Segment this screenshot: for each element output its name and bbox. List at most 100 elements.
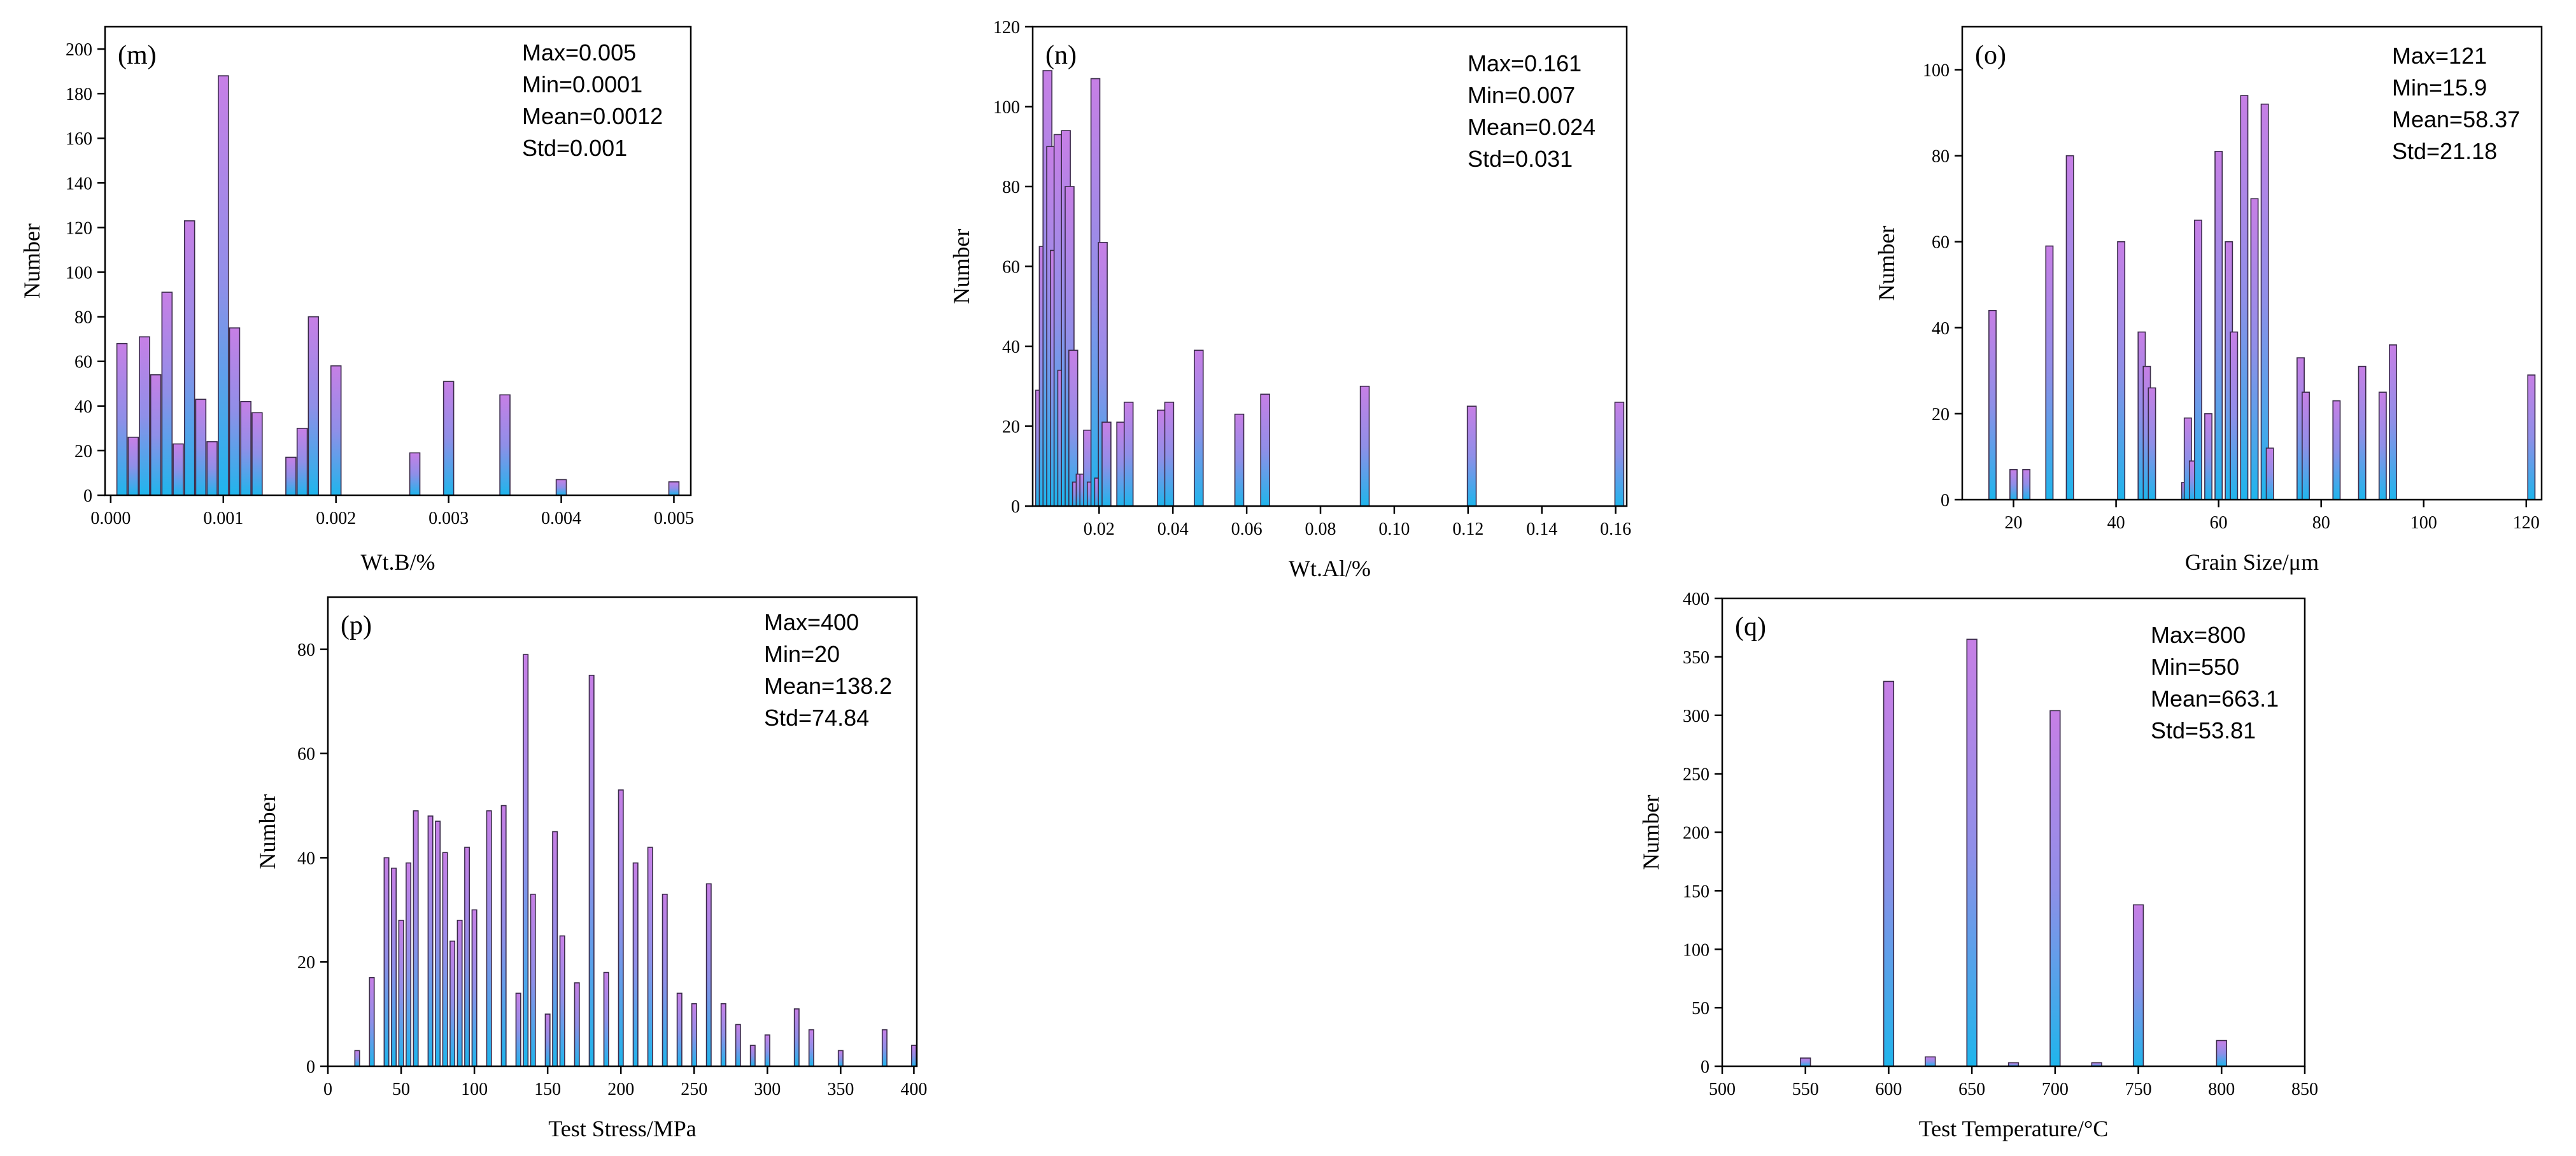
y-tick-label: 80	[1002, 178, 1020, 197]
stat-line: Mean=663.1	[2151, 686, 2279, 712]
bar	[413, 810, 419, 1067]
stat-line: Mean=0.0012	[522, 103, 663, 129]
x-tick-label: 0	[323, 1080, 332, 1099]
bar	[662, 893, 668, 1067]
x-tick-label: 750	[2125, 1080, 2152, 1099]
bar	[398, 919, 404, 1067]
bar	[603, 971, 609, 1067]
bar	[559, 935, 565, 1067]
x-tick-label: 400	[900, 1080, 927, 1099]
bar	[471, 909, 478, 1067]
bar	[1164, 402, 1175, 507]
bar	[1123, 402, 1134, 507]
bar	[354, 1050, 360, 1067]
bar	[195, 398, 207, 496]
bar	[206, 441, 218, 496]
bar	[161, 292, 173, 496]
x-axis-title: Test Stress/MPa	[548, 1116, 697, 1141]
y-tick-label: 200	[66, 40, 92, 60]
stat-line: Min=15.9	[2392, 74, 2487, 101]
stat-line: Min=0.007	[1468, 82, 1575, 108]
bar	[1988, 309, 1997, 500]
bar	[2240, 95, 2249, 500]
bar	[588, 675, 595, 1067]
bar	[749, 1045, 756, 1067]
bar	[910, 1045, 917, 1067]
bar	[499, 394, 511, 496]
chart-panel-p: 0 20 40 60 80 0 50 100 150 200 250 300 350 400 (p) Max=…	[255, 596, 927, 1141]
stat-line: Std=74.84	[764, 705, 869, 731]
y-tick-label: 80	[1932, 147, 1950, 167]
bar	[691, 1003, 697, 1067]
x-axis-title: Wt.Al/%	[1289, 556, 1371, 581]
y-tick-label: 250	[1683, 765, 1709, 785]
bar	[618, 789, 624, 1067]
bar	[1800, 1057, 1811, 1067]
bar	[1260, 393, 1270, 507]
x-tick-label: 0.005	[654, 509, 694, 528]
y-tick-label: 20	[1932, 405, 1950, 425]
x-tick-label: 100	[461, 1080, 488, 1099]
bar	[183, 220, 195, 496]
bar	[2022, 469, 2031, 500]
y-tick-label: 60	[1932, 233, 1950, 253]
bar	[632, 862, 639, 1067]
bar	[330, 365, 342, 496]
bar	[523, 654, 529, 1067]
bar	[2389, 344, 2397, 500]
bar	[464, 847, 471, 1067]
y-tick-label: 180	[66, 85, 92, 104]
stat-line: Std=53.81	[2151, 717, 2256, 744]
bar	[2265, 448, 2274, 500]
x-tick-label: 0.04	[1157, 519, 1189, 539]
bar	[2117, 241, 2126, 500]
stat-line: Max=800	[2151, 622, 2246, 648]
x-tick-label: 0.02	[1084, 519, 1115, 539]
x-tick-label: 40	[2107, 513, 2125, 533]
bar	[555, 479, 567, 496]
x-tick-label: 550	[1792, 1080, 1819, 1099]
y-tick-label: 40	[1932, 319, 1950, 339]
x-tick-label: 80	[2312, 513, 2330, 533]
bar	[173, 443, 184, 496]
bar	[486, 810, 492, 1067]
bar	[2216, 1040, 2227, 1067]
x-tick-label: 800	[2208, 1080, 2235, 1099]
y-tick-label: 80	[297, 640, 315, 660]
x-tick-label: 0.08	[1305, 519, 1336, 539]
y-tick-label: 100	[993, 98, 1020, 118]
x-tick-label: 500	[1709, 1080, 1736, 1099]
x-tick-label: 0.001	[203, 509, 243, 528]
bar	[2009, 469, 2018, 500]
y-axis-title: Number	[1874, 226, 1899, 301]
y-tick-label: 100	[1683, 940, 1709, 960]
stat-line: Max=400	[764, 609, 859, 635]
x-tick-label: 100	[2410, 513, 2437, 533]
panel-label: (m)	[118, 41, 157, 70]
x-tick-label: 60	[2210, 513, 2228, 533]
bar	[2132, 904, 2144, 1067]
chart-panel-m: 0 20 40 60 80 100 120 140 160 180 200 0.000 0.001 0.0…	[19, 25, 694, 575]
x-tick-label: 20	[2005, 513, 2023, 533]
bar	[2214, 151, 2223, 500]
bar	[409, 452, 421, 496]
y-tick-label: 60	[74, 353, 92, 372]
y-tick-label: 150	[1683, 882, 1709, 901]
y-axis-title: Number	[19, 223, 45, 299]
y-tick-label: 400	[1683, 589, 1709, 609]
bar	[218, 75, 229, 496]
stat-line: Std=0.031	[1468, 146, 1573, 172]
plot-frame	[1961, 25, 2543, 501]
bar	[406, 862, 412, 1067]
bar	[127, 437, 139, 496]
bar	[116, 342, 128, 496]
x-tick-label: 0.06	[1231, 519, 1263, 539]
y-tick-label: 100	[66, 264, 92, 283]
bar	[2045, 245, 2054, 500]
x-tick-label: 700	[2042, 1080, 2069, 1099]
bar	[456, 919, 463, 1067]
bar	[369, 976, 375, 1067]
bar	[881, 1029, 888, 1067]
bar	[544, 1013, 551, 1067]
